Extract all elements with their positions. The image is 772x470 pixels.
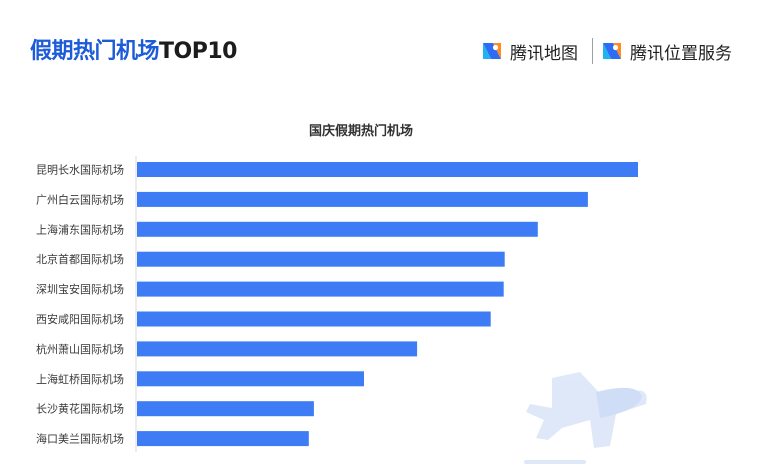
tencent-map-label: 腾讯地图 <box>510 43 578 64</box>
category-label-6: 西安咸阳国际机场 <box>36 312 124 326</box>
bar-6 <box>137 311 491 327</box>
bar-2 <box>137 191 588 207</box>
category-label-8: 上海虹桥国际机场 <box>36 372 124 386</box>
bar-9 <box>137 401 314 417</box>
tencent-lbs-label: 腾讯位置服务 <box>630 43 732 64</box>
category-label-1: 昆明长水国际机场 <box>36 163 124 177</box>
page-title: 假期热门机场TOP10 <box>30 33 237 65</box>
category-label-7: 杭州萧山国际机场 <box>36 342 124 356</box>
category-label-10: 海口美兰国际机场 <box>36 432 124 446</box>
category-label-4: 北京首都国际机场 <box>36 252 124 266</box>
tencent-lbs-logo-icon <box>603 43 621 59</box>
airplane-watermark-icon <box>524 372 647 464</box>
page-title-en: TOP10 <box>159 39 237 64</box>
bar-1 <box>137 162 638 177</box>
tencent-lbs-brand: 腾讯位置服务 <box>600 36 732 66</box>
category-label-3: 上海浦东国际机场 <box>36 222 124 236</box>
page-title-cn: 假期热门机场 <box>30 39 160 64</box>
brand-divider <box>592 38 593 64</box>
tencent-map-brand: 腾讯地图 <box>480 36 578 66</box>
bar-10 <box>137 431 309 447</box>
bar-3 <box>137 221 538 237</box>
bar-5 <box>137 281 504 297</box>
category-label-5: 深圳宝安国际机场 <box>36 282 124 296</box>
chart-title: 国庆假期热门机场 <box>309 123 413 139</box>
bar-8 <box>137 371 364 387</box>
tencent-map-logo-icon <box>483 43 501 59</box>
category-label-2: 广州白云国际机场 <box>36 192 124 206</box>
category-label-9: 长沙黄花国际机场 <box>36 402 124 416</box>
bar-7 <box>137 341 418 357</box>
bar-4 <box>137 251 505 267</box>
